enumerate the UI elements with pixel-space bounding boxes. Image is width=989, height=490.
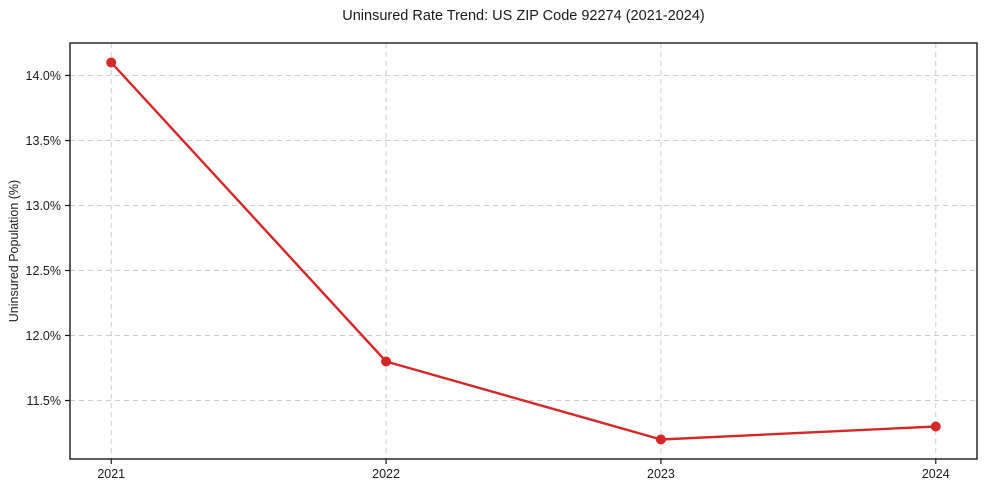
data-point-2024 bbox=[930, 421, 941, 432]
y-tick-label: 14.0% bbox=[26, 69, 61, 83]
data-point-2022 bbox=[381, 356, 392, 367]
x-tick-label: 2024 bbox=[922, 467, 950, 481]
x-tick-label: 2021 bbox=[97, 467, 125, 481]
data-point-2021 bbox=[106, 57, 117, 68]
y-tick-label: 13.5% bbox=[26, 134, 61, 148]
y-tick-label: 13.0% bbox=[26, 199, 61, 213]
data-point-2023 bbox=[655, 434, 666, 445]
y-tick-label: 12.0% bbox=[26, 329, 61, 343]
trend-line bbox=[110, 61, 937, 441]
plot-border bbox=[69, 42, 978, 460]
y-tick-label: 11.5% bbox=[26, 394, 61, 408]
x-tick-label: 2023 bbox=[647, 467, 675, 481]
x-tick-label: 2022 bbox=[372, 467, 400, 481]
y-tick-label: 12.5% bbox=[26, 264, 61, 278]
chart-title: Uninsured Rate Trend: US ZIP Code 92274 … bbox=[342, 8, 705, 24]
